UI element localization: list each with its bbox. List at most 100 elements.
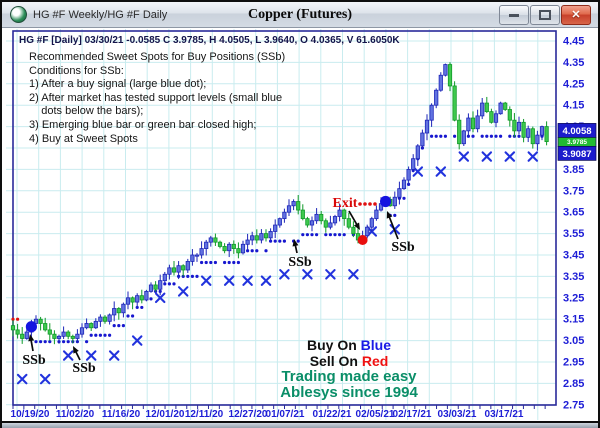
candle: [544, 126, 549, 142]
support-dot: [453, 134, 457, 138]
annotation-arrow: [28, 334, 35, 342]
weekly-support-x: [200, 275, 212, 286]
candle: [148, 284, 154, 292]
candle: [507, 109, 512, 121]
support-dot: [236, 260, 240, 265]
close-button[interactable]: ✕: [561, 5, 591, 25]
candle: [457, 119, 462, 145]
exit-annotation-dot: [373, 202, 377, 206]
x-axis-label: 11/02/20: [56, 409, 95, 420]
candle: [512, 119, 517, 132]
weekly-support-x: [435, 166, 447, 177]
x-axis-label: 01/22/21: [313, 409, 352, 420]
annotation-arrow: [73, 346, 79, 354]
support-dot: [310, 233, 314, 237]
candle: [130, 297, 135, 303]
candle: [176, 265, 181, 273]
candle: [162, 273, 167, 282]
candle: [153, 284, 158, 290]
y-axis-label: 3.75: [563, 185, 584, 197]
candle: [526, 128, 531, 138]
window-bottom-frame: [2, 423, 598, 428]
candle: [424, 119, 430, 134]
candle: [89, 323, 94, 329]
candle: [470, 117, 476, 130]
y-axis-label: 3.35: [563, 271, 584, 283]
y-axis-label: 3.15: [563, 314, 584, 326]
candle: [374, 209, 379, 220]
support-dot: [43, 340, 47, 344]
support-dot: [135, 305, 139, 310]
support-dot: [126, 314, 130, 318]
support-dot: [163, 282, 167, 286]
support-dot: [89, 333, 93, 337]
weekly-support-x: [348, 269, 359, 280]
candle: [250, 235, 255, 241]
candle: [158, 280, 163, 290]
candle: [466, 117, 471, 132]
y-axis-label: 4.25: [563, 78, 584, 90]
support-dot: [517, 134, 521, 138]
support-dot: [466, 134, 470, 138]
exit-annotation-dot: [358, 202, 362, 206]
weekly-support-x: [85, 350, 97, 361]
candle: [33, 318, 39, 324]
minimize-button[interactable]: [499, 5, 529, 25]
candle: [116, 308, 121, 314]
candle: [102, 316, 108, 322]
y-axis-label: 4.35: [563, 57, 584, 69]
candle: [194, 254, 200, 257]
candle: [309, 220, 315, 226]
weekly-support-x: [131, 335, 143, 346]
weekly-support-x: [504, 151, 516, 162]
exit-annotation-dot: [368, 202, 372, 206]
candle: [231, 243, 236, 249]
candle: [300, 209, 305, 220]
support-dot: [282, 239, 286, 243]
support-dot: [269, 239, 273, 243]
title-bar[interactable]: HG #F Weekly/HG #F Daily Copper (Futures…: [2, 2, 598, 28]
candle: [125, 297, 131, 305]
support-dot: [117, 324, 121, 328]
restore-icon: [539, 10, 551, 20]
weekly-support-x: [154, 292, 166, 304]
candle: [66, 331, 71, 337]
restore-button[interactable]: [530, 5, 560, 25]
x-axis-label: 02/05/21: [356, 409, 395, 420]
candle: [291, 201, 296, 207]
promo-tagline: Trading made easy: [281, 368, 417, 385]
y-axis-label: 3.85: [563, 164, 584, 176]
x-axis-label: 12/11/20: [185, 409, 224, 420]
candle: [213, 237, 218, 243]
candle: [15, 329, 20, 335]
candle: [139, 295, 144, 301]
price-marker-value: 3.9785: [567, 139, 587, 146]
weekly-support-x: [223, 275, 235, 286]
candle: [56, 335, 62, 339]
support-dot: [227, 260, 231, 265]
candle: [75, 333, 80, 339]
quote-info-line: HG #F [Daily] 03/30/21 -0.0585 C 3.9785,…: [19, 35, 400, 46]
promo-buy-line: Buy On Blue: [306, 337, 391, 353]
buy-signal-dot: [380, 195, 392, 208]
price-marker-box: [557, 146, 597, 161]
weekly-support-x: [481, 151, 493, 162]
support-dot: [167, 282, 171, 286]
y-axis-label: 3.65: [563, 207, 584, 219]
annotation-arrow: [292, 239, 299, 247]
support-dot: [443, 134, 447, 138]
candle: [484, 102, 489, 113]
promo-word-blue: Blue: [360, 337, 391, 353]
weekly-support-x: [458, 151, 470, 162]
support-dot: [108, 333, 112, 337]
candle: [319, 213, 324, 222]
candle: [535, 134, 540, 145]
instructions-text: Recommended Sweet Spots for Buy Position…: [29, 51, 286, 145]
app-icon: [10, 6, 27, 23]
weekly-support-x: [302, 269, 313, 280]
support-dot: [480, 134, 484, 138]
support-dot: [250, 249, 254, 253]
x-axis-label: 12/01/20: [146, 409, 185, 420]
x-axis-label: 10/19/20: [11, 409, 50, 420]
price-chart[interactable]: 4.454.354.254.154.053.953.853.753.653.55…: [2, 28, 598, 421]
